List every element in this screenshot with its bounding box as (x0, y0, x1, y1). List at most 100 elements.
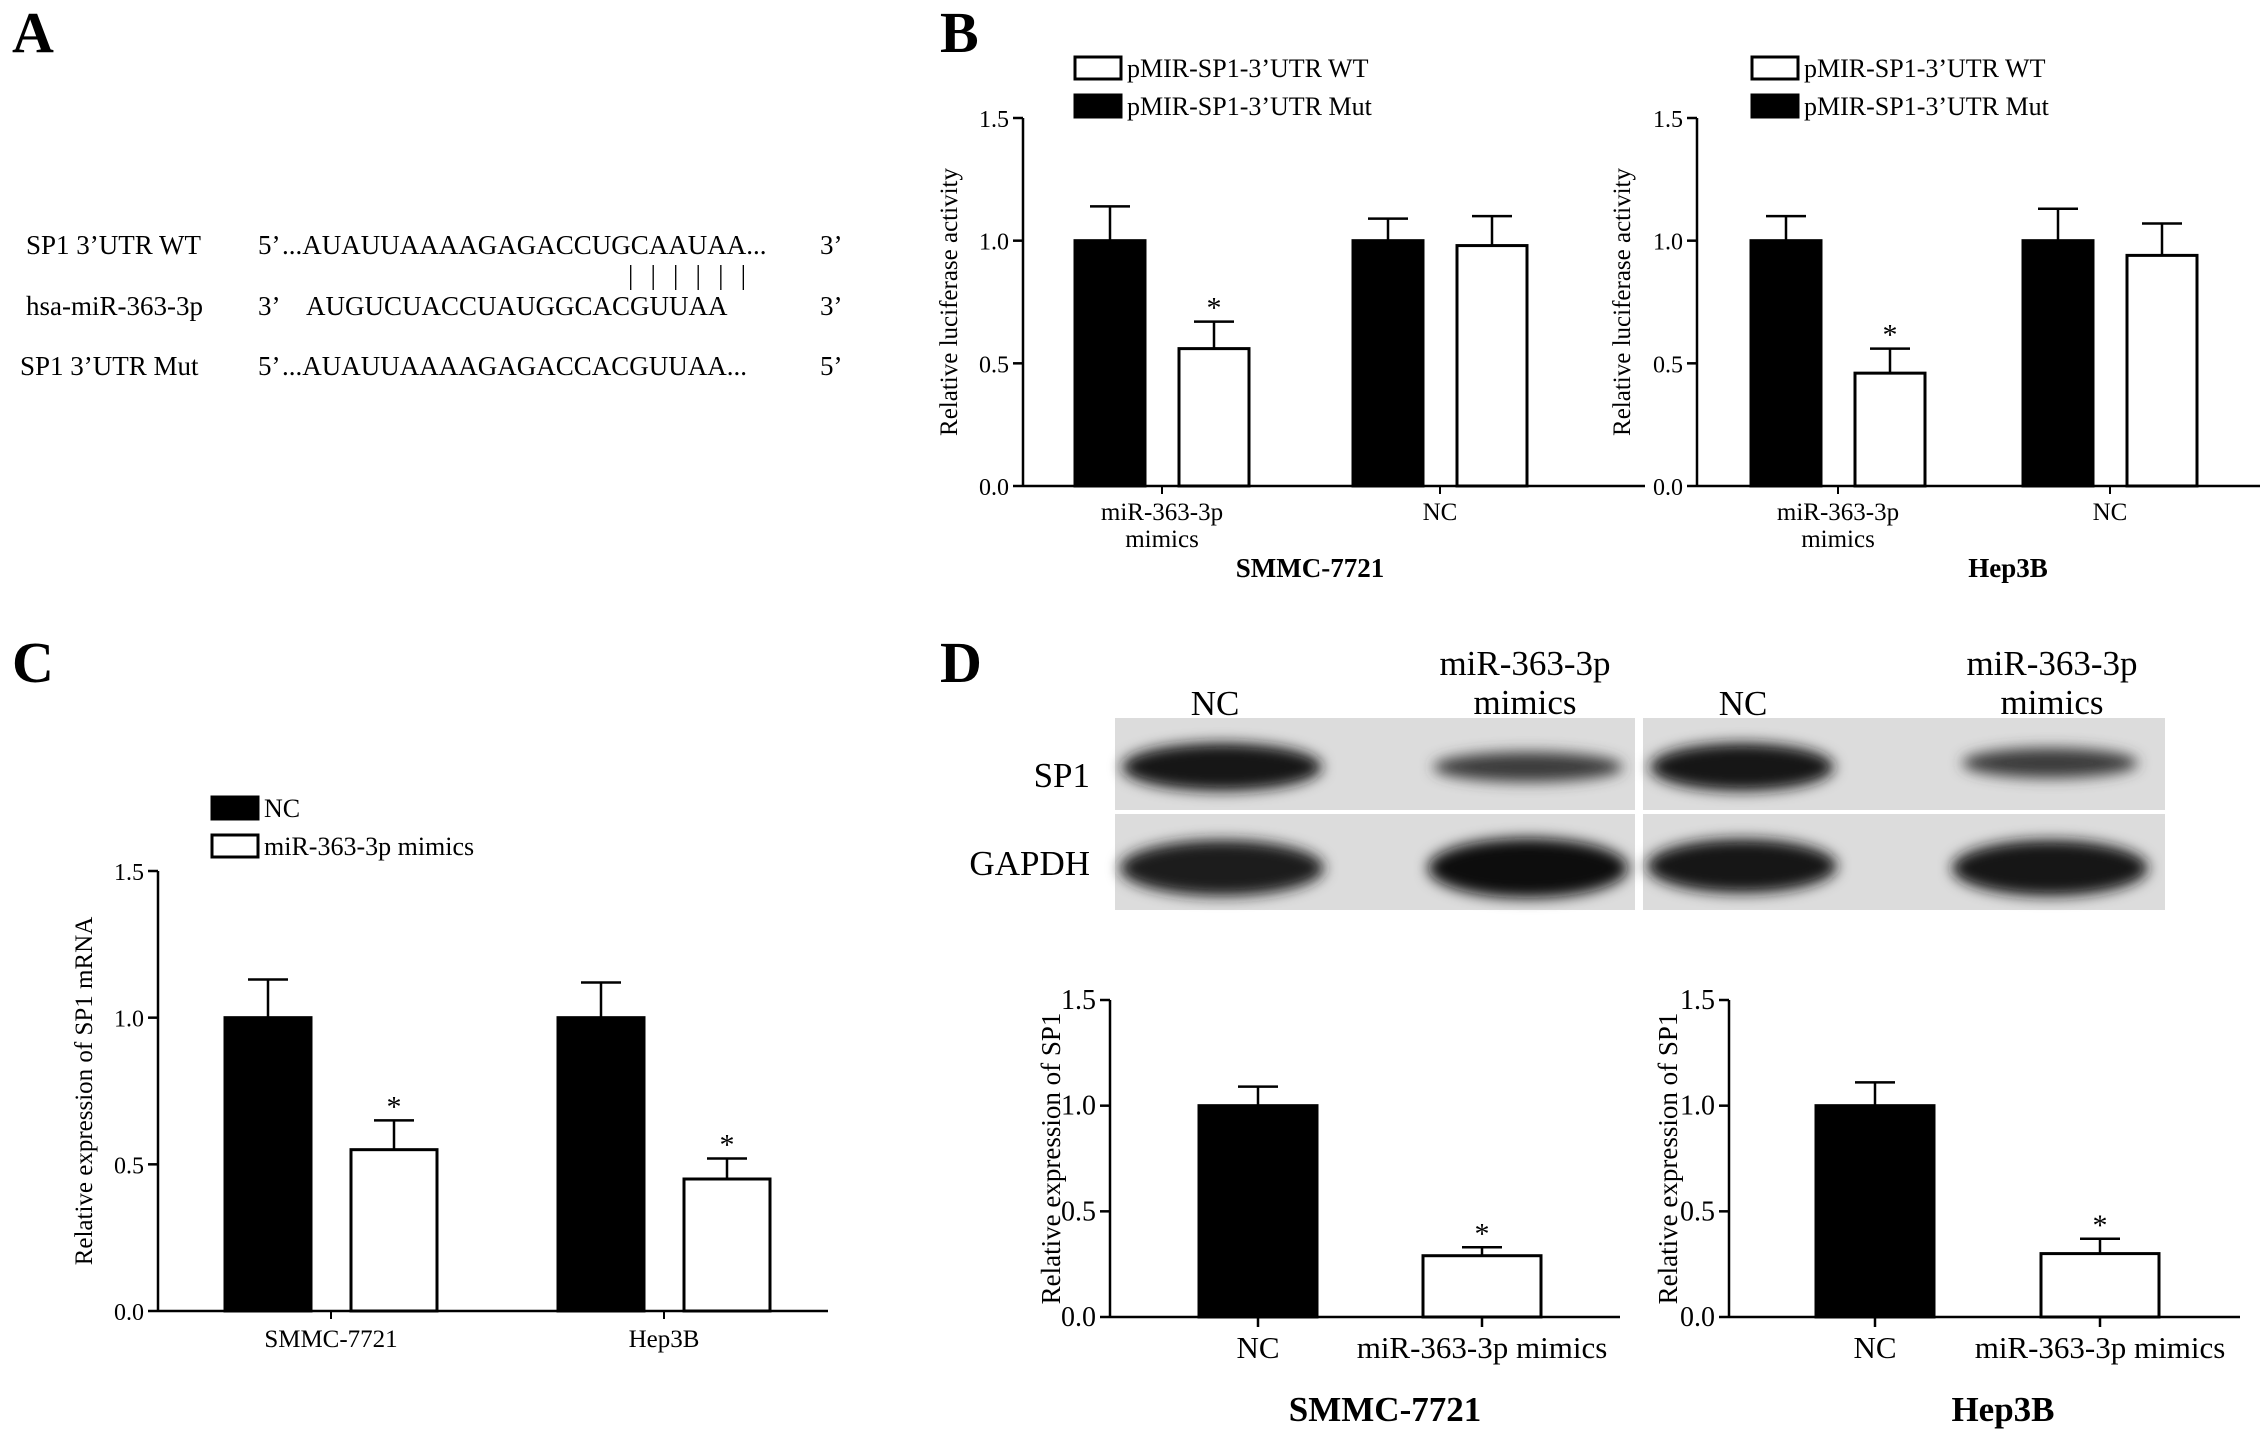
seq-row-mut-label: SP1 3’UTR Mut (20, 351, 199, 381)
x-tick-label: NC (1853, 1330, 1896, 1365)
western-blot: NC miR-363-3p mimics NC miR-363-3p mimics … (969, 644, 2165, 910)
bar-b (1073, 239, 1147, 488)
y-axis-label: Relative luciferase activity (936, 168, 963, 436)
bar (2039, 1252, 2161, 1319)
blot-lane-header-2: miR-363-3p mimics (1439, 644, 1610, 722)
seq-row-mirna-sequence: AUGUCUACCUAUGGCACGUUAA (306, 291, 728, 321)
legend-label: pMIR-SP1-3’UTR Mut (1804, 92, 2050, 121)
blot-band-sp1-lane2 (1433, 752, 1623, 782)
group-label: Hep3B (1968, 553, 2048, 583)
bar-a (1455, 244, 1529, 488)
blot-band-sp1-lane3 (1650, 743, 1834, 791)
blot-row-label-sp1: SP1 (1034, 756, 1090, 795)
legend-label: NC (264, 794, 300, 823)
blot-lane-header-1: NC (1191, 684, 1240, 723)
significance-mark: * (1207, 292, 1222, 325)
blot-lane-header-4: miR-363-3p mimics (1966, 644, 2137, 722)
y-tick-label: 1.0 (1061, 1091, 1096, 1122)
significance-mark: * (1475, 1217, 1490, 1250)
legend-swatch (1750, 55, 1800, 81)
bar-a (2125, 253, 2199, 488)
bar-a (556, 1016, 646, 1313)
y-axis-label: Relative expression of SP1 (1653, 1013, 1683, 1305)
bar-a (1853, 371, 1927, 488)
significance-mark: * (720, 1128, 735, 1161)
seq-row-mirna-label: hsa-miR-363-3p (26, 291, 203, 321)
blot-band-gapdh-lane2 (1428, 838, 1628, 898)
y-axis-label: Relative luciferase activity (1609, 168, 1636, 436)
legend-label: pMIR-SP1-3’UTR WT (1804, 54, 2046, 83)
significance-mark: * (2093, 1209, 2108, 1242)
seq-row-mut-suffix: 5’ (820, 351, 843, 381)
group-label: Hep3B (1951, 1390, 2054, 1429)
legend-label: pMIR-SP1-3’UTR Mut (1127, 92, 1373, 121)
y-tick-label: 1.5 (1653, 107, 1683, 133)
seq-row-mut-prefix: 5’ (258, 351, 281, 381)
y-tick-label: 1.0 (114, 1007, 144, 1033)
panel-letter-b: B (940, 0, 979, 65)
y-tick-label: 1.5 (1680, 985, 1715, 1016)
y-tick-label: 0.0 (114, 1300, 144, 1326)
blot-row-divider (1115, 810, 2165, 814)
bar-b (682, 1177, 772, 1313)
legend-swatch (1073, 93, 1123, 119)
y-tick-label: 0.0 (1653, 475, 1683, 501)
chart-c: 0.0 0.5 1.0 1.5 Relative expression of SP1 m… (71, 794, 828, 1353)
legend-swatch (210, 833, 260, 859)
y-axis-label: Relative expression of SP1 mRNA (71, 917, 98, 1266)
seq-row-mirna-suffix: 3’ (820, 291, 843, 321)
legend-label: miR-363-3p mimics (264, 832, 474, 861)
blot-lane-header-3: NC (1719, 684, 1768, 723)
y-tick-label: 0.5 (979, 352, 1009, 378)
y-tick-label: 0.5 (114, 1153, 144, 1179)
x-tick-label: NC (2093, 499, 2128, 526)
panel-letter-d: D (940, 630, 982, 695)
panel-letter-a: A (12, 0, 54, 65)
y-tick-label: 0.0 (1680, 1302, 1715, 1333)
bar-a (223, 1016, 313, 1313)
y-tick-label: 1.5 (1061, 985, 1096, 1016)
panel-letter-c: C (12, 630, 54, 695)
bar-b (1749, 239, 1823, 488)
chart-b-right: 0.0 0.5 1.0 1.5 Relative luciferase activity… (1609, 54, 2260, 583)
x-tick-label: miR-363-3p mimics (1777, 499, 1899, 553)
x-tick-label: NC (1423, 499, 1458, 526)
x-tick-label: SMMC-7721 (264, 1326, 397, 1353)
y-tick-label: 1.0 (1680, 1091, 1715, 1122)
x-tick-label: miR-363-3p mimics (1101, 499, 1223, 553)
y-tick-label: 0.0 (979, 475, 1009, 501)
group-label: SMMC-7721 (1236, 553, 1384, 583)
x-tick-label: miR-363-3p mimics (1357, 1330, 1608, 1365)
y-tick-label: 0.5 (1061, 1196, 1096, 1227)
bar-b (349, 1148, 439, 1313)
group-label: SMMC-7721 (1289, 1390, 1481, 1429)
blot-band-gapdh-lane3 (1647, 839, 1837, 893)
bar-a (1177, 347, 1251, 488)
sequence-alignment: SP1 3’UTR WT 5’ ...AUAUUAAAAGAGACCUGCAAU… (20, 230, 843, 381)
y-tick-label: 1.5 (114, 860, 144, 886)
seq-row-wt-sequence: ...AUAUUAAAAGAGACCUGCAAUAA... (282, 230, 767, 260)
legend-swatch (1750, 93, 1800, 119)
legend-label: pMIR-SP1-3’UTR WT (1127, 54, 1369, 83)
y-tick-label: 1.5 (979, 107, 1009, 133)
significance-mark: * (387, 1090, 402, 1123)
bar (1197, 1104, 1319, 1319)
legend-swatch (210, 795, 260, 821)
seq-row-mirna-prefix: 3’ (258, 291, 281, 321)
blot-band-gapdh-lane1 (1120, 840, 1324, 896)
chart-b-left: 0.0 0.5 1.0 1.5 Relative luciferase activity… (936, 54, 1645, 583)
x-tick-label: miR-363-3p mimics (1975, 1330, 2226, 1365)
seq-row-wt-suffix: 3’ (820, 230, 843, 260)
y-tick-label: 1.0 (1653, 230, 1683, 256)
blot-row-label-gapdh: GAPDH (969, 844, 1090, 883)
blot-band-sp1-lane4 (1962, 748, 2138, 778)
x-tick-label: Hep3B (629, 1326, 700, 1353)
seq-row-wt-prefix: 5’ (258, 230, 281, 260)
y-tick-label: 0.5 (1680, 1196, 1715, 1227)
bar (1421, 1254, 1543, 1319)
charts-layer: 0.0 0.5 1.0 1.5 Relative luciferase activity… (71, 54, 2260, 1429)
y-axis-label: Relative expression of SP1 (1036, 1013, 1066, 1305)
y-tick-label: 1.0 (979, 230, 1009, 256)
